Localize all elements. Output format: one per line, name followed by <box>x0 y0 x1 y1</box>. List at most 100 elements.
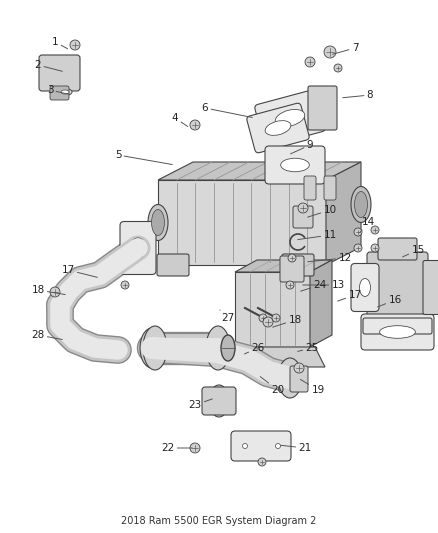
Ellipse shape <box>61 90 69 94</box>
Text: 19: 19 <box>300 379 325 395</box>
Text: 24: 24 <box>300 280 327 291</box>
Ellipse shape <box>275 109 305 126</box>
Ellipse shape <box>380 326 415 338</box>
Text: 2: 2 <box>35 60 62 71</box>
Ellipse shape <box>152 209 165 236</box>
FancyBboxPatch shape <box>351 263 379 311</box>
FancyBboxPatch shape <box>120 222 156 274</box>
Ellipse shape <box>272 314 280 322</box>
Text: 28: 28 <box>32 330 62 340</box>
Text: 27: 27 <box>220 310 235 323</box>
Text: 17: 17 <box>61 265 97 277</box>
Ellipse shape <box>50 287 60 297</box>
FancyBboxPatch shape <box>157 254 189 276</box>
Polygon shape <box>235 260 332 272</box>
Ellipse shape <box>221 335 235 361</box>
Ellipse shape <box>243 443 247 448</box>
Ellipse shape <box>354 228 362 236</box>
FancyBboxPatch shape <box>304 176 316 200</box>
Text: 2018 Ram 5500 EGR System Diagram 2: 2018 Ram 5500 EGR System Diagram 2 <box>121 516 317 526</box>
Text: 18: 18 <box>272 315 302 327</box>
FancyBboxPatch shape <box>247 103 309 153</box>
Text: 6: 6 <box>201 103 252 117</box>
Ellipse shape <box>294 363 304 373</box>
Ellipse shape <box>130 238 146 258</box>
Ellipse shape <box>258 458 266 466</box>
Text: 5: 5 <box>115 150 172 165</box>
Text: 8: 8 <box>343 90 373 100</box>
Text: 17: 17 <box>338 290 362 301</box>
Ellipse shape <box>276 443 280 448</box>
Ellipse shape <box>209 385 229 417</box>
Ellipse shape <box>288 254 296 262</box>
FancyBboxPatch shape <box>231 431 291 461</box>
Ellipse shape <box>190 443 200 453</box>
Ellipse shape <box>351 187 371 222</box>
Text: 10: 10 <box>307 205 336 217</box>
Text: 15: 15 <box>403 245 424 257</box>
Ellipse shape <box>354 191 367 217</box>
Text: 4: 4 <box>172 113 188 126</box>
Ellipse shape <box>148 205 168 240</box>
Ellipse shape <box>371 244 379 252</box>
Text: 11: 11 <box>298 230 337 240</box>
Text: 14: 14 <box>360 217 374 233</box>
Text: 18: 18 <box>32 285 65 295</box>
Text: 21: 21 <box>281 443 311 453</box>
Text: 9: 9 <box>290 140 313 154</box>
FancyBboxPatch shape <box>280 256 304 282</box>
Ellipse shape <box>58 88 72 95</box>
FancyBboxPatch shape <box>293 206 313 228</box>
Ellipse shape <box>324 46 336 58</box>
Ellipse shape <box>360 279 371 296</box>
Ellipse shape <box>121 281 129 289</box>
Ellipse shape <box>259 314 267 322</box>
Polygon shape <box>158 180 326 265</box>
Ellipse shape <box>305 57 315 67</box>
FancyBboxPatch shape <box>50 86 69 100</box>
FancyBboxPatch shape <box>378 238 417 260</box>
FancyBboxPatch shape <box>39 55 80 91</box>
Polygon shape <box>158 162 361 180</box>
Ellipse shape <box>278 358 302 398</box>
Text: 13: 13 <box>303 280 345 290</box>
Ellipse shape <box>286 281 294 289</box>
Polygon shape <box>230 347 325 367</box>
Ellipse shape <box>298 203 308 213</box>
Text: 3: 3 <box>47 85 69 95</box>
Polygon shape <box>235 272 310 347</box>
Ellipse shape <box>143 326 167 370</box>
Text: 23: 23 <box>188 399 212 410</box>
Ellipse shape <box>70 40 80 50</box>
Ellipse shape <box>190 120 200 130</box>
FancyBboxPatch shape <box>265 146 325 184</box>
Ellipse shape <box>140 328 164 368</box>
Text: 25: 25 <box>298 343 318 353</box>
Text: 20: 20 <box>260 377 285 395</box>
FancyBboxPatch shape <box>290 366 308 392</box>
FancyBboxPatch shape <box>308 86 337 130</box>
Text: 12: 12 <box>308 253 352 263</box>
Ellipse shape <box>263 317 273 327</box>
Ellipse shape <box>371 226 379 234</box>
FancyBboxPatch shape <box>423 261 438 314</box>
Text: 1: 1 <box>52 37 67 49</box>
Text: 7: 7 <box>333 43 358 54</box>
FancyBboxPatch shape <box>255 90 325 146</box>
Polygon shape <box>310 260 332 347</box>
FancyBboxPatch shape <box>324 176 336 200</box>
Ellipse shape <box>206 326 230 370</box>
Text: 16: 16 <box>378 295 402 307</box>
Ellipse shape <box>354 244 362 252</box>
FancyBboxPatch shape <box>202 387 236 415</box>
FancyBboxPatch shape <box>363 318 432 334</box>
FancyBboxPatch shape <box>367 252 428 323</box>
Ellipse shape <box>281 158 309 172</box>
Text: 26: 26 <box>244 343 265 354</box>
FancyBboxPatch shape <box>282 254 314 276</box>
FancyBboxPatch shape <box>361 314 434 350</box>
Text: 22: 22 <box>161 443 192 453</box>
Polygon shape <box>326 162 361 265</box>
Ellipse shape <box>334 64 342 72</box>
Ellipse shape <box>265 120 291 135</box>
